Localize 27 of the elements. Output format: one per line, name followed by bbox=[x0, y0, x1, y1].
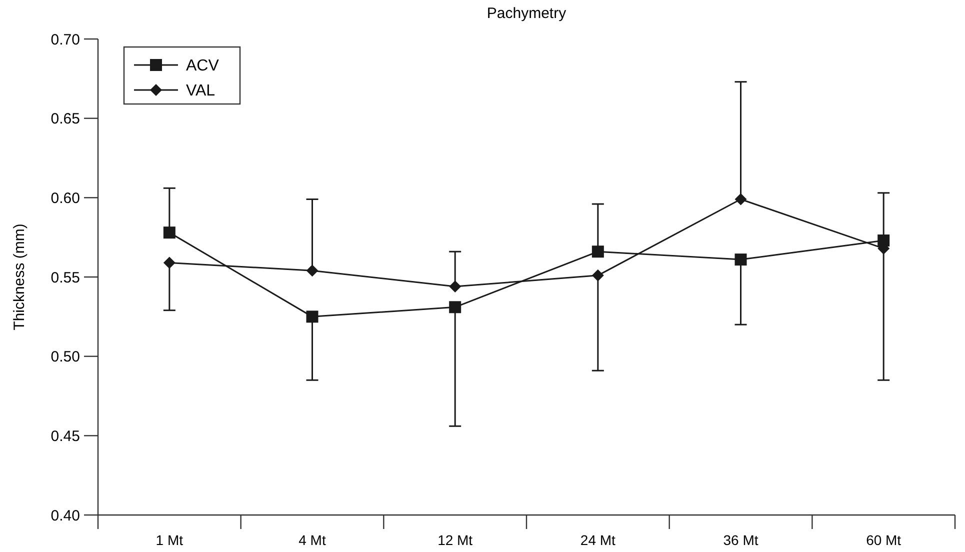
y-tick-label: 0.40 bbox=[50, 507, 80, 524]
y-tick-label: 0.50 bbox=[50, 348, 80, 366]
point bbox=[592, 269, 604, 282]
point bbox=[734, 193, 747, 206]
x-tick-label: 60 Mt bbox=[866, 532, 902, 548]
y-tick-label: 0.70 bbox=[50, 31, 80, 48]
point bbox=[449, 280, 462, 293]
x-tick-label: 24 Mt bbox=[580, 532, 616, 548]
point bbox=[734, 254, 747, 266]
x-tick-label: 1 Mt bbox=[156, 532, 184, 548]
x-tick-label: 12 Mt bbox=[438, 532, 473, 548]
y-tick-label: 0.60 bbox=[50, 190, 80, 207]
chart-title: Pachymetry bbox=[486, 5, 567, 22]
x-tick-label: 36 Mt bbox=[723, 532, 758, 548]
legend-label: ACV bbox=[186, 58, 220, 75]
point bbox=[449, 301, 462, 314]
y-tick-label: 0.55 bbox=[50, 269, 80, 286]
point bbox=[592, 246, 604, 258]
x-tick-label: 4 Mt bbox=[298, 532, 326, 548]
point bbox=[163, 256, 176, 269]
y-tick-label: 0.45 bbox=[50, 428, 80, 445]
y-tick-label: 0.65 bbox=[50, 110, 80, 128]
point bbox=[306, 264, 318, 277]
point bbox=[163, 226, 176, 239]
legend-label: VAL bbox=[186, 82, 216, 100]
y-axis-title: Thickness (mm) bbox=[11, 224, 28, 330]
point bbox=[306, 310, 318, 323]
